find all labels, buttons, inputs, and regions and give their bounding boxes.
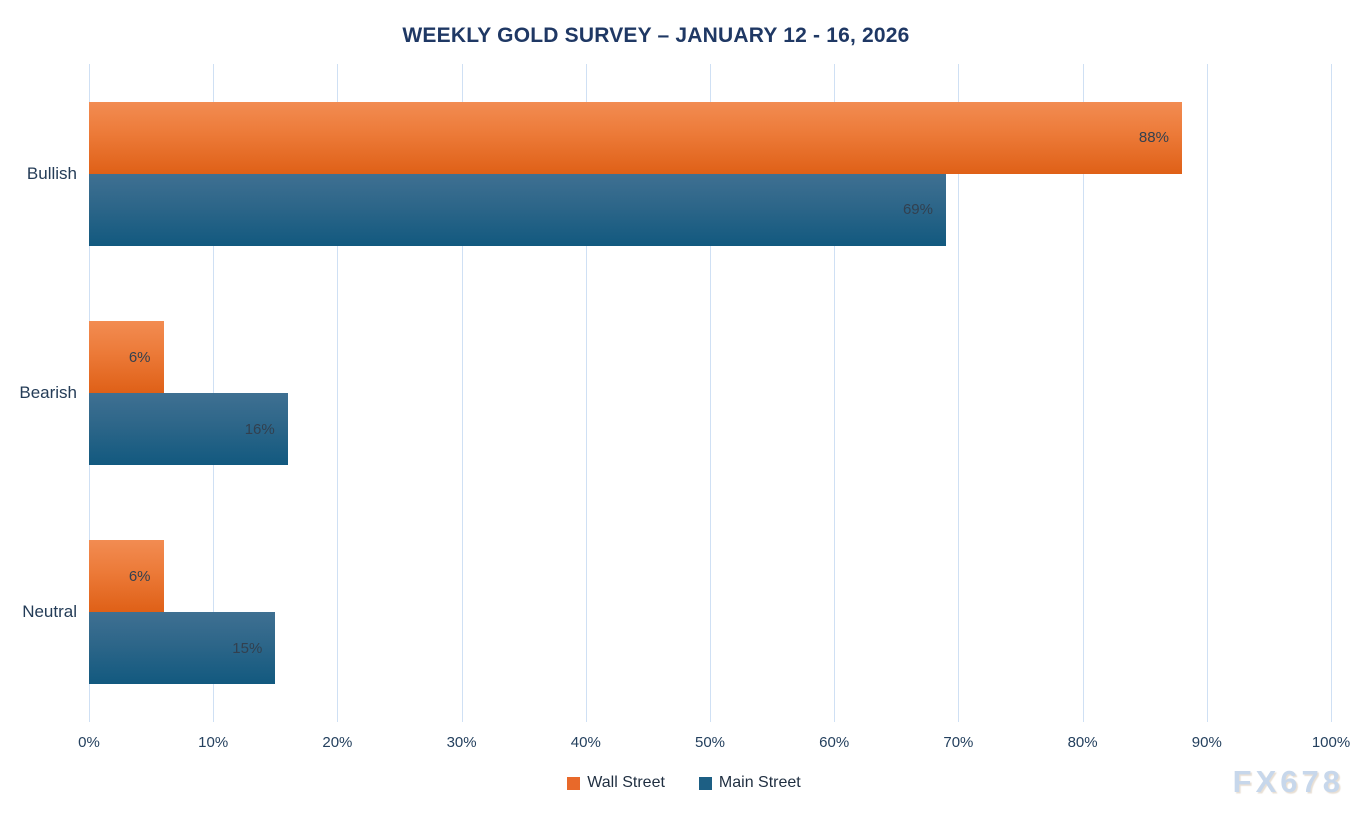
x-tick-80-: 80% [1067, 734, 1098, 751]
chart-title: WEEKLY GOLD SURVEY – JANUARY 12 - 16, 20… [402, 24, 910, 47]
bar-main-street-neutral: 15% [89, 612, 276, 685]
category-label-bullish: Bullish [26, 163, 77, 183]
bar-main-street-bearish: 16% [89, 393, 288, 465]
legend-label-wall-street: Wall Street [587, 774, 665, 791]
gridline-60- [834, 64, 836, 722]
gridline-70- [958, 64, 960, 722]
gridline-50- [710, 64, 711, 722]
gridline-20- [337, 64, 339, 722]
bar-wall-street-bearish: 6% [89, 321, 164, 393]
bar-wall-street-neutral: 6% [89, 540, 164, 613]
bar-value-main-street-bearish: 16% [244, 420, 275, 438]
x-tick-40-: 40% [570, 734, 601, 751]
bar-wall-street-bullish: 88% [89, 101, 1182, 174]
bar-value-main-street-bullish: 69% [902, 201, 933, 219]
legend-item-wall-street: Wall Street [567, 774, 665, 792]
x-tick-60-: 60% [819, 734, 850, 751]
category-label-bearish: Bearish [19, 383, 77, 402]
bar-value-main-street-neutral: 15% [232, 639, 263, 657]
legend: Wall Street Main Street [0, 774, 1368, 792]
category-label-neutral: Neutral [22, 602, 77, 622]
bar-value-wall-street-neutral: 6% [128, 567, 151, 585]
bar-main-street-bullish: 69% [89, 173, 946, 246]
x-tick-50-: 50% [694, 734, 726, 751]
wall-street-swatch-icon [567, 776, 581, 790]
x-tick-20-: 20% [322, 734, 353, 751]
legend-item-main-street: Main Street [698, 774, 801, 792]
legend-label-main-street: Main Street [718, 774, 801, 791]
x-tick-30-: 30% [446, 734, 477, 751]
x-tick-10-: 10% [198, 734, 229, 751]
watermark: FX678 [1232, 764, 1344, 799]
x-tick-0-: 0% [78, 734, 100, 751]
gridline-90- [1206, 64, 1208, 722]
main-street-swatch-icon [698, 776, 712, 790]
bar-value-wall-street-bullish: 88% [1138, 129, 1169, 147]
bar-value-wall-street-bearish: 6% [128, 348, 151, 366]
gridline-100- [1331, 64, 1332, 722]
gridline-30- [461, 64, 463, 722]
gridline-40- [585, 64, 587, 722]
x-tick-70-: 70% [943, 734, 974, 751]
gridline-80- [1082, 64, 1084, 722]
x-tick-100-: 100% [1311, 734, 1351, 751]
plot-area: 88% 69% 6% 16% 6% 15% [89, 64, 1332, 722]
x-tick-90-: 90% [1191, 734, 1222, 751]
